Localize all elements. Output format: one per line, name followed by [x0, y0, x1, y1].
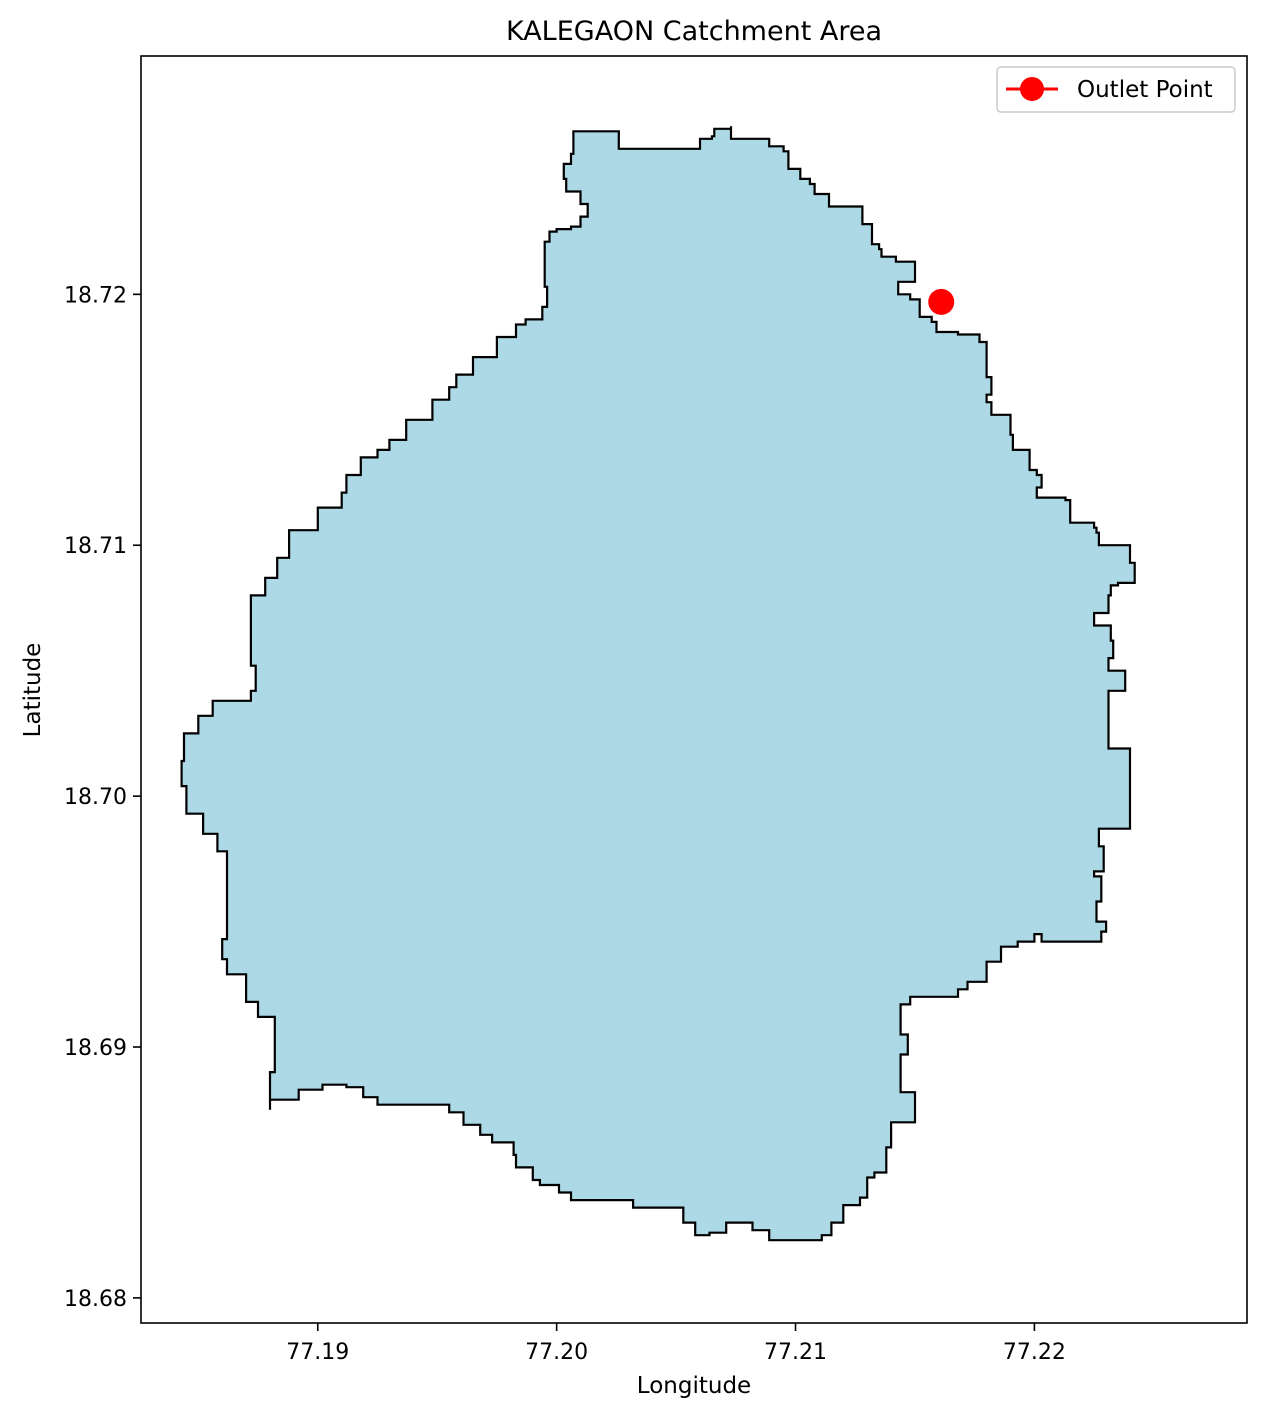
y-tick-label: 18.71 — [64, 534, 127, 559]
catchment-polygon — [180, 126, 1136, 1242]
y-tick-label: 18.68 — [64, 1287, 127, 1312]
axes-frame — [140, 55, 1248, 1324]
x-tick-label: 77.19 — [286, 1340, 349, 1365]
legend-box — [996, 66, 1236, 113]
y-tick-label: 18.72 — [64, 283, 127, 308]
x-axis-label: Longitude — [637, 1373, 751, 1399]
legend: Outlet Point — [996, 66, 1236, 113]
y-tick-label: 18.69 — [64, 1036, 127, 1061]
y-tick-label: 18.70 — [64, 785, 127, 810]
chart-title: KALEGAON Catchment Area — [506, 16, 882, 47]
x-tick-label: 77.22 — [1003, 1340, 1066, 1365]
x-tick-label: 77.20 — [525, 1340, 588, 1365]
map-layer — [180, 126, 1136, 1242]
ticks-layer: 77.19 77.20 77.21 77.22 18.68 18.69 18.70 18.71… — [64, 283, 1066, 1365]
x-tick-label: 77.21 — [764, 1340, 827, 1365]
legend-point-marker — [1020, 77, 1044, 101]
outlet-point-marker — [928, 288, 955, 315]
y-axis-label: Latitude — [20, 643, 46, 738]
legend-label: Outlet Point — [1077, 77, 1213, 103]
